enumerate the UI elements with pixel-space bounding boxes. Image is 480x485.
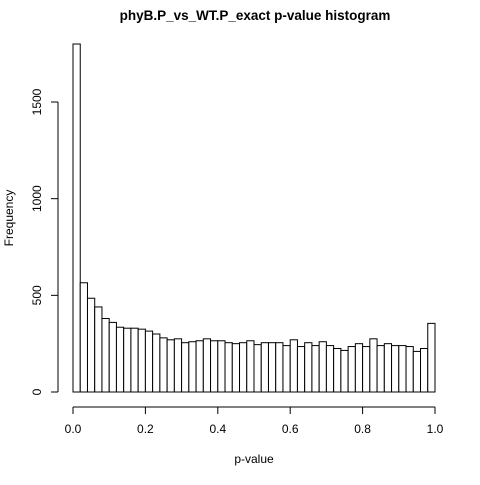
- x-axis: 0.0 0.2 0.4 0.6 0.8 1.0: [65, 406, 444, 436]
- histogram-bar: [72, 43, 81, 393]
- histogram-bar: [412, 350, 422, 393]
- histogram-bar: [166, 339, 175, 393]
- histogram-bar: [101, 318, 110, 393]
- histogram-bar: [362, 346, 371, 393]
- histogram-bar: [420, 348, 429, 393]
- histogram-bar: [325, 345, 335, 393]
- histogram-bars: [72, 43, 436, 393]
- histogram-bar: [311, 345, 320, 393]
- histogram-bar: [383, 343, 393, 393]
- y-tick-label: 0: [30, 388, 44, 395]
- histogram-bar: [210, 340, 219, 393]
- histogram-bar: [333, 348, 342, 393]
- histogram-bar: [195, 340, 204, 393]
- x-tick-label: 1.0: [427, 422, 444, 436]
- histogram-bar: [296, 346, 306, 393]
- histogram-bar: [137, 328, 146, 393]
- y-tick-label: 1000: [30, 185, 44, 212]
- histogram-bar: [188, 341, 197, 393]
- y-tick-label: 1500: [30, 88, 44, 115]
- histogram-bar: [86, 297, 96, 393]
- histogram-bar: [202, 338, 212, 393]
- histogram-bar: [173, 338, 183, 393]
- y-axis-label: Frequency: [2, 190, 16, 247]
- histogram-bar: [108, 321, 117, 393]
- histogram-bar: [275, 342, 284, 393]
- histogram-bar: [369, 338, 378, 393]
- histogram-bar: [282, 345, 291, 393]
- histogram-bar: [217, 340, 226, 393]
- histogram-bar: [181, 342, 190, 393]
- histogram-bar: [239, 342, 248, 393]
- histogram-bar: [347, 346, 356, 393]
- histogram-bar: [354, 343, 364, 393]
- histogram-bar: [405, 346, 414, 393]
- histogram-bar: [94, 306, 103, 393]
- y-axis: 0 500 1000 1500: [30, 88, 59, 395]
- x-tick-label: 0.0: [65, 422, 82, 436]
- histogram-bar: [246, 340, 255, 393]
- histogram-bar: [159, 337, 168, 393]
- histogram-bar: [130, 327, 139, 393]
- histogram-bar: [267, 342, 277, 393]
- histogram-bar: [253, 344, 262, 393]
- x-axis-label: p-value: [234, 452, 274, 466]
- histogram-bar: [340, 349, 349, 393]
- x-tick-label: 0.2: [137, 422, 154, 436]
- histogram-bar: [79, 282, 88, 393]
- histogram-bar: [123, 327, 132, 393]
- histogram-bar: [376, 345, 385, 393]
- histogram-bar: [231, 343, 241, 393]
- histogram-bar: [115, 326, 125, 393]
- x-tick-label: 0.8: [354, 422, 371, 436]
- histogram-bar: [260, 342, 269, 393]
- histogram-bar: [398, 345, 407, 393]
- histogram-bar: [289, 339, 298, 393]
- histogram-bar: [427, 322, 436, 393]
- histogram-bar: [391, 345, 400, 393]
- y-tick-label: 500: [30, 285, 44, 305]
- histogram-bar: [152, 333, 161, 393]
- chart-title: phyB.P_vs_WT.P_exact p-value histogram: [120, 8, 391, 23]
- histogram-bar: [318, 341, 327, 393]
- x-tick-label: 0.4: [209, 422, 226, 436]
- x-tick-label: 0.6: [282, 422, 299, 436]
- histogram-bar: [224, 342, 233, 393]
- histogram-bar: [304, 342, 313, 393]
- histogram-bar: [144, 330, 154, 393]
